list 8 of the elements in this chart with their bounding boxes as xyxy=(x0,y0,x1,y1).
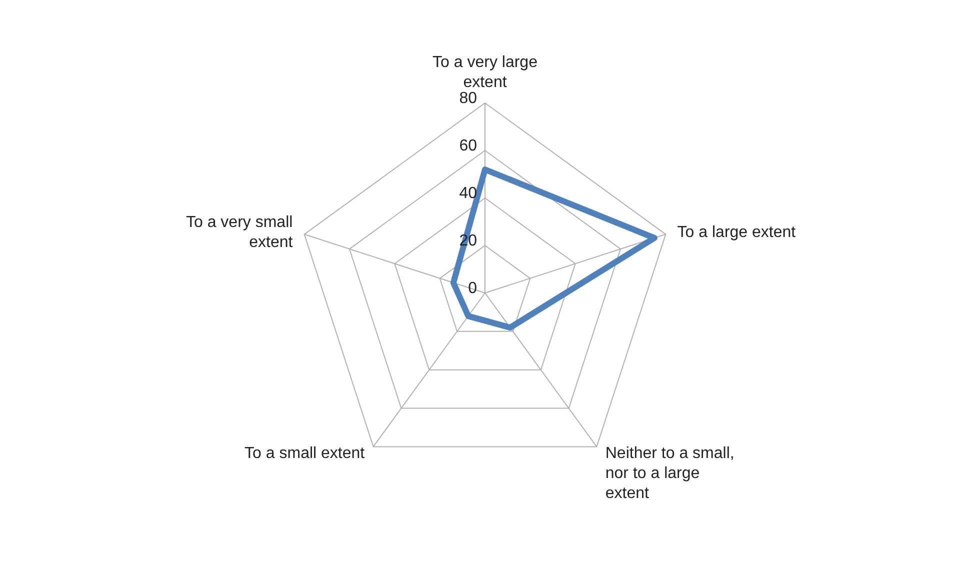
spoke-label: To a large extent xyxy=(677,224,796,241)
spoke-label: To a very small extent xyxy=(186,214,294,251)
y-tick-label: 0 xyxy=(468,280,478,297)
y-tick-label: 80 xyxy=(459,90,478,107)
spoke-label: To a small extent xyxy=(244,445,366,462)
spoke-label: Neither to a small, nor to a large extent xyxy=(605,445,734,502)
y-tick-label: 60 xyxy=(459,138,478,154)
spoke-label: To a very large extent xyxy=(432,54,538,91)
